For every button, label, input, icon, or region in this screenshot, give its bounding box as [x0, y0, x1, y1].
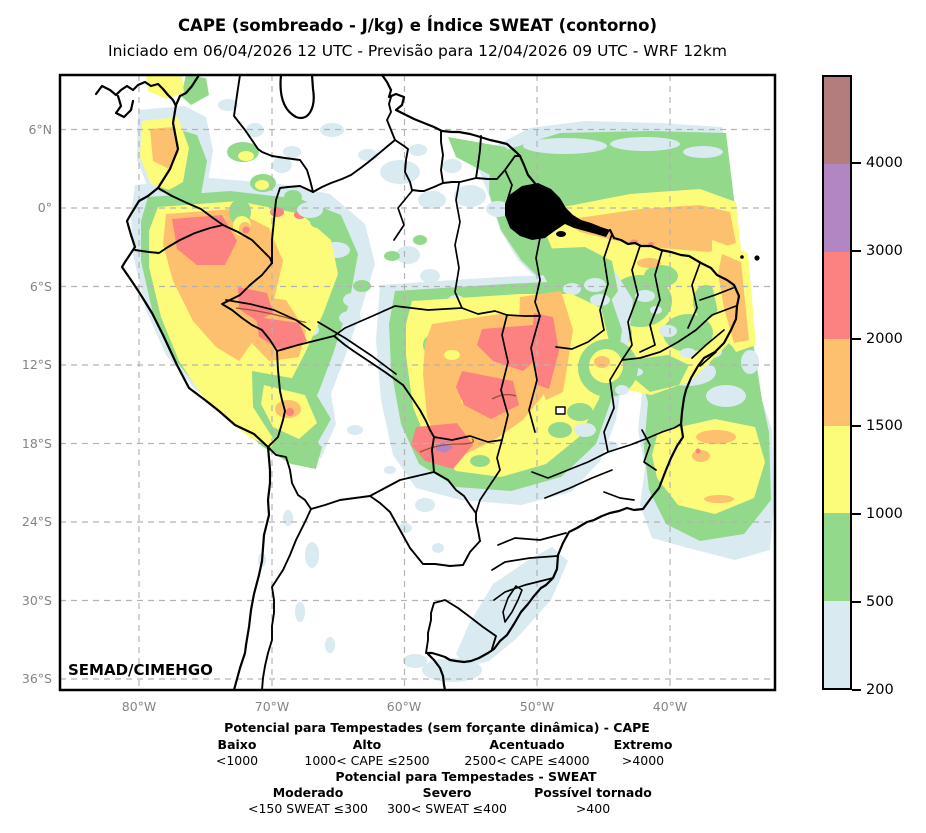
amazon-delta [505, 183, 610, 240]
state-borders [225, 169, 737, 601]
legend-cape-title: Potencial para Tempestades (sem forçante… [224, 720, 650, 735]
legend-cape-category: Acentuado [489, 737, 565, 752]
colorbar-tick [852, 249, 861, 252]
page-subtitle: Iniciado em 06/04/2026 12 UTC - Previsão… [108, 42, 727, 60]
colorbar-tick-label: 500 [866, 594, 894, 611]
lon-tick-label: 60°W [386, 699, 422, 714]
islands [543, 223, 760, 261]
colorbar-segment-brown [824, 77, 850, 165]
colorbar [822, 75, 852, 690]
colorbar-tick [852, 337, 861, 340]
colorbar-tick [852, 601, 861, 604]
legend-cape-category: Alto [352, 737, 382, 752]
legend-sweat-title: Potencial para Tempestades - SWEAT [335, 769, 597, 784]
colorbar-tick-label: 2000 [866, 330, 903, 347]
legend-sweat-category: Severo [422, 785, 472, 800]
lon-tick-label: 80°W [121, 699, 157, 714]
source-watermark: SEMAD/CIMEHGO [68, 661, 213, 679]
lat-tick-label: 18°S [21, 436, 52, 451]
page-title: CAPE (sombreado - J/kg) e Índice SWEAT (… [177, 16, 658, 35]
country-borders [134, 75, 521, 690]
colorbar-tick [852, 513, 861, 516]
colorbar-segment-green [824, 513, 850, 601]
legend-sweat-range: 300< SWEAT ≤400 [386, 801, 508, 816]
colorbar-segment-yellow [824, 426, 850, 514]
lat-tick-label: 30°S [21, 593, 52, 608]
sweat-contour-lines [235, 307, 517, 453]
colorbar-tick-label: 3000 [866, 242, 903, 259]
legend-sweat-range: <150 SWEAT ≤300 [247, 801, 369, 816]
lat-tick-label: 36°S [21, 671, 52, 686]
legend-cape-category: Baixo [217, 737, 257, 752]
lon-tick-label: 70°W [254, 699, 290, 714]
lon-tick-label: 40°W [652, 699, 688, 714]
colorbar-segment-purple [824, 164, 850, 252]
gridlines [60, 75, 775, 690]
map-frame [58, 73, 777, 692]
legend-cape-category: Extremo [613, 737, 673, 752]
legend-sweat-category: Possível tornado [534, 785, 652, 800]
lat-tick-label: 24°S [21, 514, 52, 529]
colorbar-tick [852, 689, 861, 691]
coastline-and-borders [94, 75, 760, 690]
legend-sweat-range: >400 [575, 801, 611, 816]
colorbar-tick-label: 200 [866, 682, 894, 698]
legend-cape-range: 2500< CAPE ≤4000 [464, 753, 590, 768]
legend-cape-range: <1000 [215, 753, 259, 768]
colorbar-tick-label: 4000 [866, 154, 903, 171]
lat-tick-label: 0° [37, 200, 52, 215]
legend-cape-range: 1000< CAPE ≤2500 [304, 753, 430, 768]
lat-tick-label: 12°S [21, 357, 52, 372]
colorbar-tick-label: 1000 [866, 506, 903, 523]
colorbar-tick [852, 161, 861, 164]
lat-tick-label: 6°S [29, 279, 52, 294]
colorbar-tick [852, 425, 861, 428]
colorbar-segment-red [824, 251, 850, 339]
legend-cape-range: >4000 [621, 753, 665, 768]
lat-tick-label: 6°N [28, 122, 52, 137]
colorbar-segment-lightblue [824, 600, 850, 688]
lon-tick-label: 50°W [519, 699, 555, 714]
colorbar-segment-orange [824, 338, 850, 427]
colorbar-tick-label: 1500 [866, 418, 903, 435]
legend-sweat-category: Moderado [272, 785, 344, 800]
